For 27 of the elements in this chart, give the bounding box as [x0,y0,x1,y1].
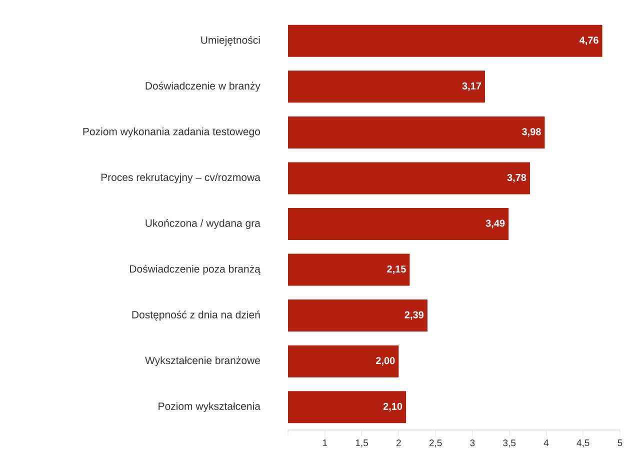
y-tick-label: Poziom wykonania zadania testowego [83,128,260,138]
data-label: 2,10 [383,402,402,412]
data-label: 3,17 [462,82,482,91]
data-label: 3,78 [507,174,526,182]
x-tick-label: 5 [618,440,622,446]
data-label: 2,00 [376,357,395,366]
y-tick-label: Ukończona / wydana gra [146,219,260,229]
x-tick-label: 4,5 [576,440,590,448]
y-tick-label: Poziom wykształcenia [158,402,260,412]
x-tick-label: 4 [544,440,549,446]
y-tick-label: Dostępność z dnia na dzień [132,310,260,320]
data-label: 2,15 [387,266,406,274]
x-tick-label: 2 [396,440,401,446]
y-tick-label: Umiejętności [201,36,260,46]
x-tick-label: 2,5 [429,440,442,448]
y-tick-label: Proces rekrutacyjny – cv/rozmowa [101,173,260,184]
x-tick-label: 3,5 [503,440,516,448]
x-tick-label: 1,5 [356,440,368,448]
data-label: 2,39 [404,311,424,320]
data-label: 3,49 [486,220,505,228]
data-label: 3,98 [522,128,541,137]
y-tick-label: Wykształcenie branżowe [145,356,260,366]
y-tick-label: Doświadczenie poza branżą [130,264,260,275]
data-label: 4,76 [579,36,598,46]
y-tick-label: Doświadczenie w branży [146,82,260,92]
x-tick-label: 1 [322,440,328,446]
x-tick-label: 3 [470,440,475,446]
